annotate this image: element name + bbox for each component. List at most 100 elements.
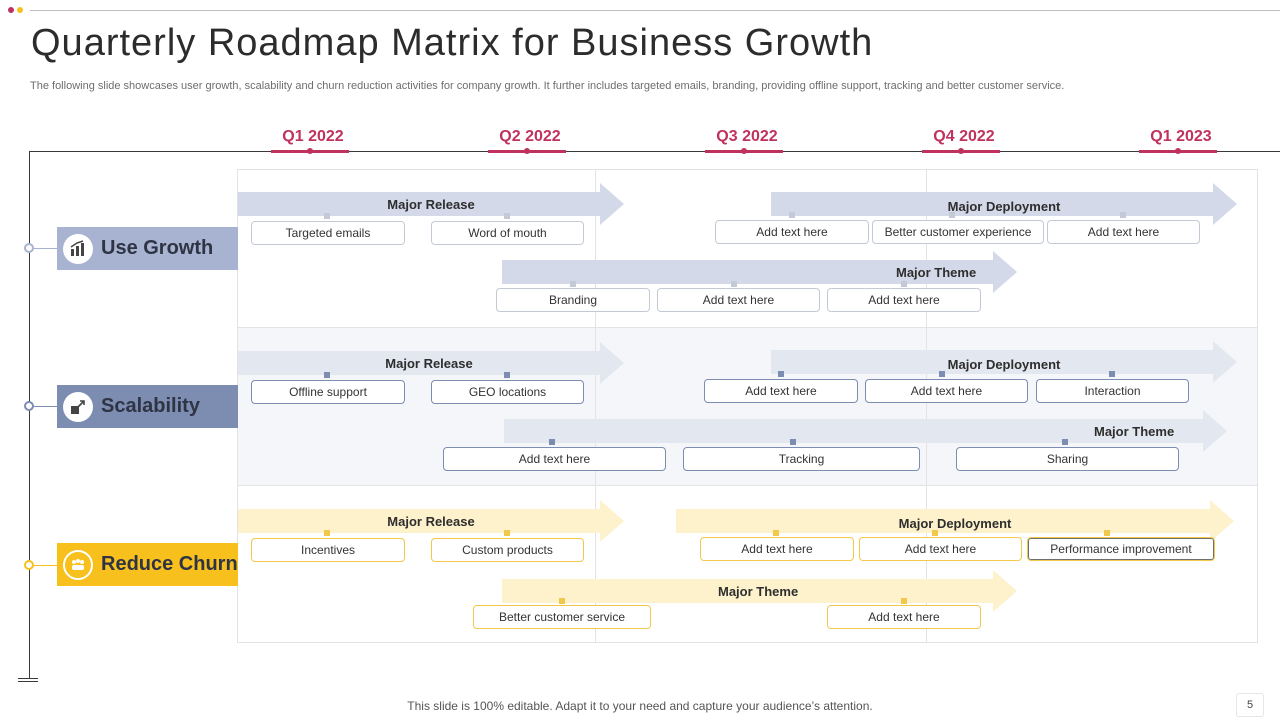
- scalability-theme-arrow: [504, 410, 1227, 452]
- scalability-deployment-item-2: Add text here: [865, 379, 1028, 403]
- scalability-theme-item-2: Tracking: [683, 447, 920, 471]
- churn-release-label: Major Release: [387, 514, 475, 529]
- axis-base-line: [18, 681, 38, 682]
- connector-tick: [570, 281, 576, 287]
- growth-release-label: Major Release: [387, 197, 475, 212]
- quarter-marker-dot: [958, 148, 964, 154]
- scalability-deployment-item-3: Interaction: [1036, 379, 1189, 403]
- churn-theme-item-1: Better customer service: [473, 605, 651, 629]
- quarter-label-q1-2022: Q1 2022: [282, 128, 344, 145]
- growth-deployment-item-2: Better customer experience: [872, 220, 1044, 244]
- connector-tick: [789, 212, 795, 218]
- connector-tick: [1104, 530, 1110, 536]
- churn-theme-item-2: Add text here: [827, 605, 981, 629]
- growth-deployment-label: Major Deployment: [947, 199, 1061, 214]
- accent-dot-red: [8, 7, 14, 13]
- team-people-icon: [63, 549, 93, 580]
- page-title: Quarterly Roadmap Matrix for Business Gr…: [31, 22, 874, 64]
- churn-connector: [34, 565, 57, 566]
- churn-release-item-2: Custom products: [431, 538, 584, 562]
- connector-tick: [559, 598, 565, 604]
- scalability-node: [24, 401, 34, 411]
- growth-node: [24, 243, 34, 253]
- connector-tick: [1062, 439, 1068, 445]
- quarter-marker-dot: [1175, 148, 1181, 154]
- churn-release-item-1: Incentives: [251, 538, 405, 562]
- growth-theme-item-1: Branding: [496, 288, 650, 312]
- growth-release-item-2: Word of mouth: [431, 221, 584, 245]
- quarter-marker-dot: [524, 148, 530, 154]
- timeline-axis: [29, 151, 1280, 152]
- scalability-theme-item-3: Sharing: [956, 447, 1179, 471]
- axis-base-line: [18, 678, 38, 679]
- grid-line: [595, 169, 596, 643]
- connector-tick: [773, 530, 779, 536]
- growth-theme-label: Major Theme: [896, 265, 977, 280]
- quarter-marker-dot: [741, 148, 747, 154]
- churn-theme-label: Major Theme: [718, 584, 799, 599]
- growth-connector: [34, 248, 57, 249]
- connector-tick: [939, 371, 945, 377]
- page-subtitle: The following slide showcases user growt…: [30, 80, 1065, 92]
- connector-tick: [949, 212, 955, 218]
- category-use-growth: Use Growth: [57, 227, 238, 270]
- connector-tick: [504, 213, 510, 219]
- category-label: Scalability: [101, 395, 200, 417]
- connector-tick: [1109, 371, 1115, 377]
- connector-tick: [932, 530, 938, 536]
- quarter-label-q2-2022: Q2 2022: [499, 128, 561, 145]
- growth-theme-arrow: [502, 251, 1017, 293]
- connector-tick: [1120, 212, 1126, 218]
- chart-growth-icon: [63, 233, 93, 264]
- connector-tick: [901, 598, 907, 604]
- category-label: Use Growth: [101, 237, 214, 259]
- quarter-label-q1-2023: Q1 2023: [1150, 128, 1212, 145]
- growth-release-item-1: Targeted emails: [251, 221, 405, 245]
- scalability-release-item-2: GEO locations: [431, 380, 584, 404]
- scalability-release-label: Major Release: [385, 356, 473, 371]
- scalability-deployment-label: Major Deployment: [947, 357, 1061, 372]
- churn-deployment-label: Major Deployment: [898, 516, 1012, 531]
- connector-tick: [324, 213, 330, 219]
- page-number: 5: [1236, 693, 1264, 717]
- category-reduce-churn: Reduce Churn: [57, 543, 238, 586]
- connector-tick: [549, 439, 555, 445]
- connector-tick: [324, 372, 330, 378]
- churn-node: [24, 560, 34, 570]
- scalability-deployment-arrow: [771, 341, 1237, 383]
- footer-note: This slide is 100% editable. Adapt it to…: [407, 699, 873, 713]
- scale-expand-icon: [63, 391, 93, 422]
- churn-deployment-item-2: Add text here: [859, 537, 1022, 561]
- connector-tick: [324, 530, 330, 536]
- category-label: Reduce Churn: [101, 553, 238, 575]
- growth-theme-item-2: Add text here: [657, 288, 820, 312]
- category-scalability: Scalability: [57, 385, 238, 428]
- churn-release-arrow: [238, 500, 624, 542]
- churn-deployment-item-1: Add text here: [700, 537, 854, 561]
- top-divider-line: [30, 10, 1280, 11]
- growth-release-arrow: [238, 183, 624, 225]
- scalability-release-item-1: Offline support: [251, 380, 405, 404]
- churn-theme-arrow: [502, 570, 1017, 612]
- connector-tick: [778, 371, 784, 377]
- churn-deployment-item-3: Performance improvement: [1027, 537, 1215, 561]
- growth-deployment-item-1: Add text here: [715, 220, 869, 244]
- grid-line: [926, 169, 927, 643]
- scalability-release-arrow: [238, 342, 624, 384]
- scalability-deployment-item-1: Add text here: [704, 379, 858, 403]
- connector-tick: [790, 439, 796, 445]
- connector-tick: [731, 281, 737, 287]
- connector-tick: [504, 372, 510, 378]
- quarter-label-q4-2022: Q4 2022: [933, 128, 995, 145]
- scalability-theme-item-1: Add text here: [443, 447, 666, 471]
- quarter-label-q3-2022: Q3 2022: [716, 128, 778, 145]
- vertical-axis: [29, 151, 30, 679]
- churn-deployment-arrow: [676, 500, 1234, 542]
- quarter-marker-dot: [307, 148, 313, 154]
- scalability-connector: [34, 406, 57, 407]
- accent-dot-yellow: [17, 7, 23, 13]
- growth-theme-item-3: Add text here: [827, 288, 981, 312]
- growth-deployment-item-3: Add text here: [1047, 220, 1200, 244]
- connector-tick: [504, 530, 510, 536]
- scalability-theme-label: Major Theme: [1094, 424, 1175, 439]
